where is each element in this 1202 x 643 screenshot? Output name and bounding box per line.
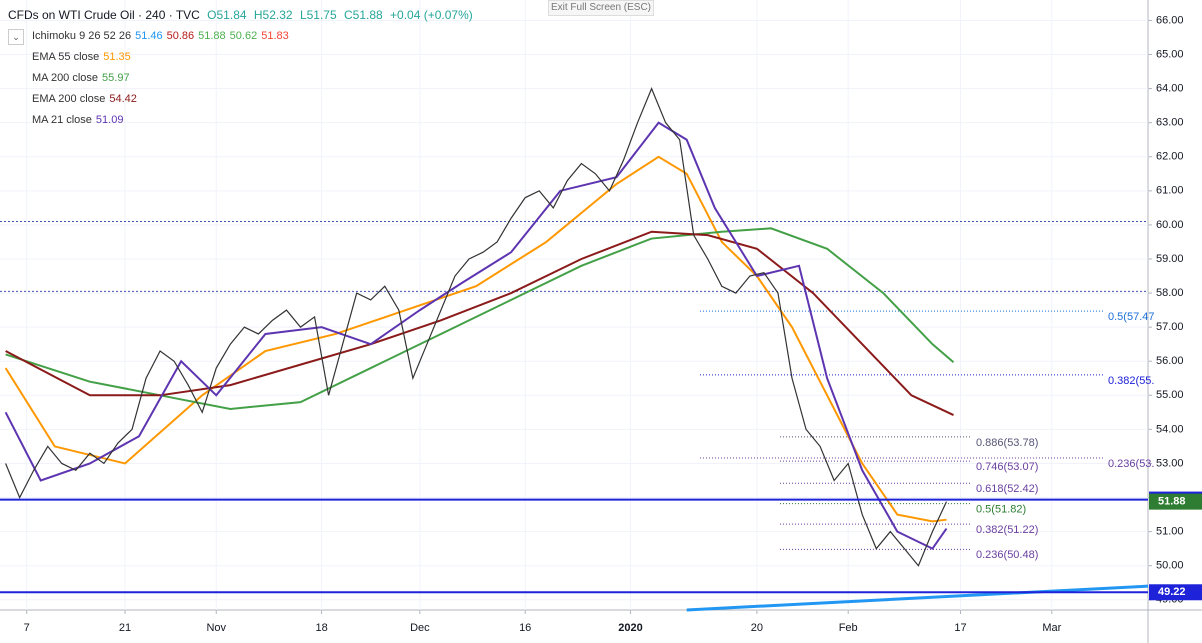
y-tick-label: 56.00	[1156, 355, 1184, 367]
indicator-legend: MA 21 close 51.09	[32, 114, 127, 126]
legend-value: 51.88	[198, 30, 226, 42]
legend-value: 51.83	[261, 30, 289, 42]
fib-label: 0.886(53.78)	[976, 437, 1038, 449]
ohlc: +0.04 (+0.07%)	[390, 8, 473, 22]
legend-name: EMA 55 close	[32, 51, 100, 63]
legend-name: EMA 200 close	[32, 93, 106, 105]
price-box-label: 49.22	[1158, 586, 1186, 598]
y-tick-label: 62.00	[1156, 151, 1184, 163]
x-tick-label: 2020	[618, 622, 642, 634]
y-tick-label: 64.00	[1156, 83, 1184, 95]
y-tick-label: 55.00	[1156, 389, 1184, 401]
y-tick-label: 51.00	[1156, 526, 1184, 538]
indicator-line	[4, 121, 948, 550]
price-line	[5, 87, 948, 567]
header: CFDs on WTI Crude Oil · 240 · TVC O51.84…	[8, 8, 477, 22]
indicator-line	[4, 155, 947, 523]
legend-name: MA 200 close	[32, 72, 99, 84]
indicator-legend: EMA 55 close 51.35	[32, 51, 135, 63]
legend-name: MA 21 close	[32, 114, 92, 126]
ohlc: H52.32	[253, 8, 293, 22]
legend-value: 51.46	[135, 30, 163, 42]
y-tick-label: 66.00	[1156, 14, 1184, 26]
fib-label: 0.382(55.	[1108, 375, 1154, 387]
y-tick-label: 54.00	[1156, 423, 1184, 435]
ohlc: C51.88	[343, 8, 383, 22]
legend-value: 50.62	[229, 30, 258, 42]
x-tick-label: 16	[519, 622, 531, 634]
x-tick-label: 7	[24, 622, 30, 634]
x-tick-label: Nov	[206, 622, 226, 634]
trend-line	[686, 584, 1149, 612]
y-tick-label: 59.00	[1156, 253, 1184, 265]
ohlc: L51.75	[299, 8, 337, 22]
ichimoku-legend: Ichimoku 9 26 52 26 51.46 50.86 51.88 50.62 5…	[32, 30, 293, 42]
price-box	[1149, 493, 1202, 510]
x-tick-label: 20	[751, 622, 763, 634]
indicator-line	[5, 230, 954, 416]
axis-panel	[1148, 0, 1202, 643]
ohlc: O51.84	[207, 8, 247, 22]
fib-label: 0.5(57.47	[1108, 311, 1154, 323]
chart-title: CFDs on WTI Crude Oil · 240 · TVC	[8, 8, 200, 22]
legend-value: 55.97	[102, 72, 130, 84]
fib-label: 0.236(50.48)	[976, 549, 1038, 561]
y-tick-label: 65.00	[1156, 48, 1184, 60]
fib-label: 0.746(53.07)	[976, 461, 1038, 473]
x-tick-label: Dec	[410, 622, 430, 634]
collapse-button[interactable]: ⌄	[8, 29, 24, 45]
price-box-label: 51.88	[1158, 496, 1186, 508]
legend-value: 54.42	[109, 93, 137, 105]
y-tick-label: 63.00	[1156, 117, 1184, 129]
legend-name: Ichimoku 9 26 52 26	[32, 30, 132, 42]
x-tick-label: Feb	[839, 622, 858, 634]
x-tick-label: 17	[954, 622, 966, 634]
x-tick-label: 18	[315, 622, 327, 634]
y-tick-label: 50.00	[1156, 560, 1184, 572]
y-tick-label: 53.00	[1156, 457, 1184, 469]
y-tick-label: 58.00	[1156, 287, 1184, 299]
indicator-legend: EMA 200 close 54.42	[32, 93, 141, 105]
price-box	[1149, 584, 1202, 601]
fib-label: 0.382(51.22)	[976, 524, 1038, 536]
legend-value: 50.86	[166, 30, 195, 42]
legend-value: 51.35	[103, 51, 131, 63]
x-tick-label: Mar	[1042, 622, 1061, 634]
exit-fullscreen[interactable]: Exit Full Screen (ESC)	[548, 0, 654, 16]
fib-label: 0.236(53.	[1108, 458, 1154, 470]
fib-label: 0.5(51.82)	[976, 504, 1026, 516]
x-tick-label: 21	[119, 622, 131, 634]
y-tick-label: 57.00	[1156, 321, 1184, 333]
y-tick-label: 60.00	[1156, 219, 1184, 231]
indicator-line	[5, 227, 955, 410]
fib-label: 0.618(52.42)	[976, 483, 1038, 495]
legend-value: 51.09	[95, 114, 124, 126]
y-tick-label: 61.00	[1156, 185, 1184, 197]
indicator-legend: MA 200 close 55.97	[32, 72, 134, 84]
